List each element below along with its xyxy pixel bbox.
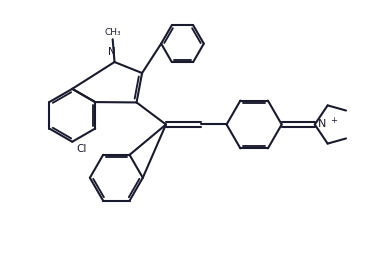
Text: N: N: [318, 119, 326, 129]
Text: CH₃: CH₃: [105, 28, 121, 37]
Text: +: +: [330, 116, 337, 125]
Text: N: N: [108, 47, 116, 57]
Text: Cl: Cl: [76, 144, 86, 154]
